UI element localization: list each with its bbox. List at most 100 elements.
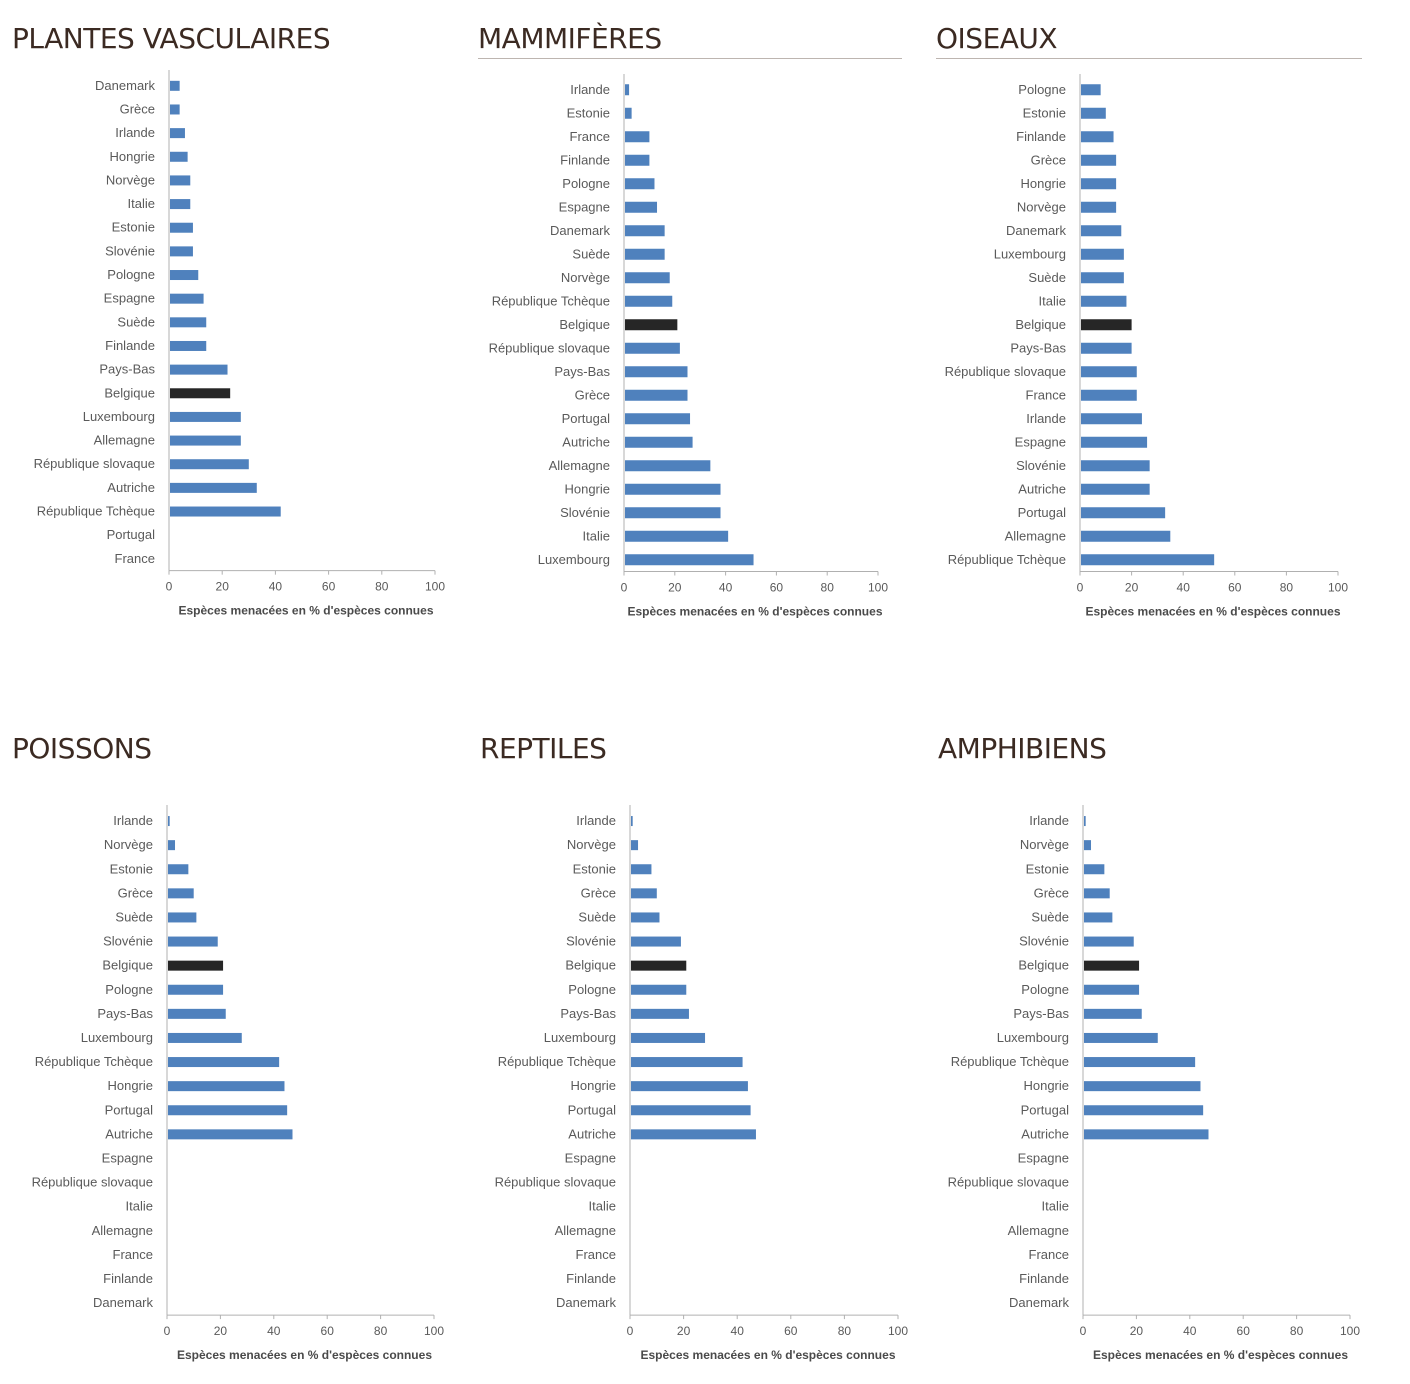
bar-highlight [170, 388, 231, 399]
category-label: Pologne [1021, 982, 1069, 997]
bar [170, 80, 180, 91]
x-tick-label: 60 [322, 580, 336, 594]
bar [625, 201, 658, 213]
bar [170, 482, 257, 493]
bar [1084, 888, 1110, 899]
category-label: Estonie [112, 220, 155, 235]
x-tick-label: 60 [321, 1324, 335, 1338]
category-label: Belgique [1018, 958, 1069, 973]
bar-chart-plot: Irlande Norvège Estonie Grèce Suède Slovénie B… [948, 805, 1360, 1362]
bar [625, 342, 680, 354]
bar [1081, 366, 1137, 378]
x-tick-label: 40 [1183, 1324, 1197, 1338]
bar [1081, 342, 1132, 354]
category-label: République Tchèque [37, 504, 155, 519]
x-axis-title: Espèces menacées en % d'espèces connues [628, 605, 883, 619]
category-label: Portugal [1018, 505, 1067, 520]
bar [1081, 530, 1171, 542]
category-label: Danemark [550, 223, 610, 238]
category-label: Finlande [105, 338, 155, 353]
chart-title: POISSONS [12, 732, 152, 765]
x-tick-label: 80 [374, 1324, 388, 1338]
category-label: Slovénie [560, 505, 610, 520]
x-tick-label: 0 [164, 1324, 171, 1338]
category-label: République slovaque [34, 456, 155, 471]
bar [168, 840, 176, 851]
x-tick-label: 100 [868, 581, 888, 595]
category-label: Allemagne [1008, 1223, 1069, 1238]
bar [625, 84, 630, 96]
bar [170, 459, 249, 470]
x-tick-label: 20 [1130, 1324, 1144, 1338]
bar [1084, 984, 1140, 995]
x-tick-label: 40 [719, 581, 733, 595]
bar [1084, 1129, 1209, 1140]
category-label: Grèce [120, 101, 155, 116]
bar [1081, 272, 1124, 284]
x-axis-title: Espèces menacées en % d'espèces connues [1086, 605, 1341, 619]
bar [170, 411, 241, 422]
x-tick-label: 100 [424, 1324, 444, 1338]
bar-highlight [168, 960, 224, 971]
bar [625, 295, 673, 307]
x-tick-label: 0 [1077, 581, 1084, 595]
bar [1081, 84, 1101, 96]
bar [631, 840, 639, 851]
x-tick-label: 20 [677, 1324, 691, 1338]
chart-title: PLANTES VASCULAIRES [12, 22, 331, 55]
category-label: Allemagne [92, 1223, 153, 1238]
bar [625, 107, 632, 119]
category-label: Estonie [573, 861, 616, 876]
bar [168, 984, 224, 995]
category-label: Estonie [110, 861, 153, 876]
bar-chart-plot: Irlande Estonie France Finlande Pologne Espag… [489, 74, 888, 619]
category-label: République slovaque [945, 364, 1066, 379]
bar [1081, 178, 1117, 190]
category-label: République slovaque [489, 340, 610, 355]
category-label: Danemark [93, 1295, 153, 1310]
bar [1081, 554, 1215, 566]
category-label: France [1026, 387, 1066, 402]
category-label: Italie [1039, 293, 1066, 308]
bar [1084, 1105, 1204, 1116]
category-label: Norvège [561, 270, 610, 285]
chart-title: MAMMIFÈRES [478, 22, 662, 55]
bar [631, 1105, 751, 1116]
category-label: Pays-Bas [97, 1006, 153, 1021]
chart-title: OISEAUX [936, 22, 1058, 55]
category-label: Portugal [107, 527, 156, 542]
category-label: Belgique [565, 958, 616, 973]
category-label: Pologne [107, 267, 155, 282]
bar [631, 1032, 706, 1043]
category-label: Luxembourg [997, 1030, 1069, 1045]
category-label: Portugal [1021, 1102, 1070, 1117]
x-axis-title: Espèces menacées en % d'espèces connues [177, 1348, 432, 1362]
bar [625, 248, 665, 260]
category-label: Grèce [1034, 885, 1069, 900]
category-label: Pays-Bas [560, 1006, 616, 1021]
bar [625, 131, 650, 143]
category-label: Portugal [562, 411, 611, 426]
bar [631, 1057, 743, 1068]
category-label: République slovaque [948, 1175, 1069, 1190]
category-label: France [113, 1247, 153, 1262]
x-tick-label: 40 [731, 1324, 745, 1338]
category-label: Danemark [1009, 1295, 1069, 1310]
bar-chart-plot: Pologne Estonie Finlande Grèce Hongrie Norvèg… [945, 74, 1348, 619]
chart-plantes-vasculaires: PLANTES VASCULAIRES Danemark Grèce Irlande… [12, 0, 472, 660]
bar [631, 864, 652, 875]
bar [1081, 248, 1124, 260]
bar [625, 554, 754, 566]
category-label: Suède [1031, 909, 1069, 924]
category-label: République Tchèque [492, 293, 610, 308]
bar-chart-plot: Irlande Norvège Estonie Grèce Suède Slovénie B… [32, 805, 444, 1362]
bar [625, 530, 729, 542]
bar [170, 222, 193, 233]
category-label: Irlande [576, 813, 616, 828]
category-label: Pays-Bas [1013, 1006, 1069, 1021]
bar [625, 272, 670, 284]
bar [1081, 295, 1127, 307]
bar-highlight [1081, 319, 1132, 331]
category-label: Autriche [1021, 1126, 1069, 1141]
category-label: Suède [572, 246, 610, 261]
